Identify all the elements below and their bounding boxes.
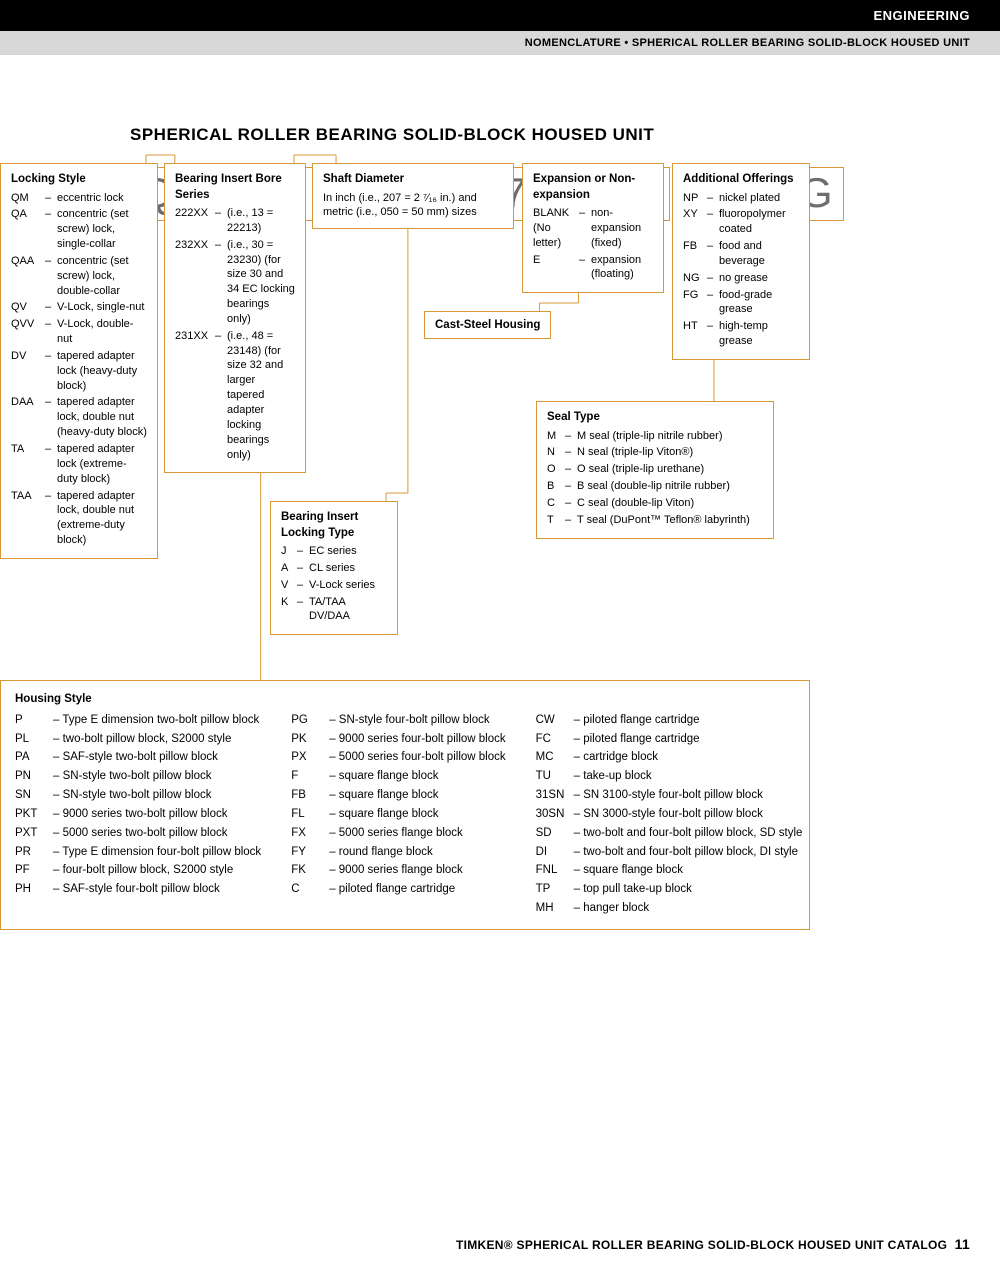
housing-row: FY– round flange block <box>291 844 505 862</box>
definition-row: 231XX–(i.e., 48 = 23148) (for size 32 an… <box>175 329 295 463</box>
housing-row: FX– 5000 series flange block <box>291 825 505 843</box>
page-title: SPHERICAL ROLLER BEARING SOLID-BLOCK HOU… <box>130 125 940 145</box>
housing-row: FK– 9000 series flange block <box>291 862 505 880</box>
definition-row: M–M seal (triple-lip nitrile rubber) <box>547 429 763 444</box>
expansion-title: Expansion or Non-expansion <box>533 172 653 203</box>
content-area: SPHERICAL ROLLER BEARING SOLID-BLOCK HOU… <box>0 55 1000 221</box>
housing-style-box: Housing Style P– Type E dimension two-bo… <box>0 680 810 930</box>
housing-row: FB– square flange block <box>291 787 505 805</box>
housing-row: PF– four-bolt pillow block, S2000 style <box>15 862 261 880</box>
locking-type-title: Bearing Insert Locking Type <box>281 510 387 541</box>
housing-row: PK– 9000 series four-bolt pillow block <box>291 731 505 749</box>
definition-row: QM–eccentric lock <box>11 191 147 206</box>
definition-row: TAA–tapered adapter lock, double nut (ex… <box>11 489 147 548</box>
locking-style-title: Locking Style <box>11 172 147 188</box>
definition-row: O–O seal (triple-lip urethane) <box>547 462 763 477</box>
bore-series-box: Bearing Insert Bore Series 222XX–(i.e., … <box>164 163 306 473</box>
definition-row: DV–tapered adapter lock (heavy-duty bloc… <box>11 349 147 394</box>
definition-row: T–T seal (DuPont™ Teflon® labyrinth) <box>547 513 763 528</box>
housing-row: C– piloted flange cartridge <box>291 881 505 899</box>
definition-row: QAA–concentric (set screw) lock, double-… <box>11 254 147 299</box>
definition-row: N–N seal (triple-lip Viton®) <box>547 445 763 460</box>
housing-row: PN– SN-style two-bolt pillow block <box>15 768 261 786</box>
definition-row: B–B seal (double-lip nitrile rubber) <box>547 479 763 494</box>
seal-title: Seal Type <box>547 410 763 426</box>
housing-row: 30SN– SN 3000-style four-bolt pillow blo… <box>536 806 803 824</box>
locking-style-box: Locking Style QM–eccentric lockQA–concen… <box>0 163 158 559</box>
housing-row: PKT– 9000 series two-bolt pillow block <box>15 806 261 824</box>
definition-row: 222XX–(i.e., 13 = 22213) <box>175 206 295 236</box>
housing-row: PA– SAF-style two-bolt pillow block <box>15 749 261 767</box>
definition-row: QA–concentric (set screw) lock, single-c… <box>11 207 147 252</box>
definition-row: DAA–tapered adapter lock, double nut (he… <box>11 395 147 440</box>
definition-row: QV–V-Lock, single-nut <box>11 300 147 315</box>
housing-row: PG– SN-style four-bolt pillow block <box>291 712 505 730</box>
housing-row: F– square flange block <box>291 768 505 786</box>
housing-row: TU– take-up block <box>536 768 803 786</box>
shaft-text: In inch (i.e., 207 = 2 ⁷⁄₁₆ in.) and met… <box>323 191 503 221</box>
housing-row: TP– top pull take-up block <box>536 881 803 899</box>
definition-row: FB–food and beverage <box>683 239 799 269</box>
housing-row: PR– Type E dimension four-bolt pillow bl… <box>15 844 261 862</box>
definition-row: V–V-Lock series <box>281 578 387 593</box>
housing-row: MH– hanger block <box>536 900 803 918</box>
housing-row: P– Type E dimension two-bolt pillow bloc… <box>15 712 261 730</box>
definition-row: C–C seal (double-lip Viton) <box>547 496 763 511</box>
expansion-box: Expansion or Non-expansion BLANK(Nolette… <box>522 163 664 293</box>
housing-row: FL– square flange block <box>291 806 505 824</box>
seal-type-box: Seal Type M–M seal (triple-lip nitrile r… <box>536 401 774 539</box>
definition-row: TA–tapered adapter lock (extreme-duty bl… <box>11 442 147 487</box>
locking-type-box: Bearing Insert Locking Type J–EC series A… <box>270 501 398 635</box>
housing-row: PH– SAF-style four-bolt pillow block <box>15 881 261 899</box>
header-black-bar: ENGINEERING <box>0 0 1000 31</box>
housing-row: SN– SN-style two-bolt pillow block <box>15 787 261 805</box>
additional-title: Additional Offerings <box>683 172 799 188</box>
definition-row: K–TA/TAA DV/DAA <box>281 595 387 625</box>
housing-row: CW– piloted flange cartridge <box>536 712 803 730</box>
definition-row: FG–food-grade grease <box>683 288 799 318</box>
page-footer: TIMKEN® SPHERICAL ROLLER BEARING SOLID-B… <box>0 1236 1000 1252</box>
housing-row: 31SN– SN 3100-style four-bolt pillow blo… <box>536 787 803 805</box>
header-gray-bar: NOMENCLATURE • SPHERICAL ROLLER BEARING … <box>0 31 1000 55</box>
bore-series-title: Bearing Insert Bore Series <box>175 172 295 203</box>
cast-steel-box: Cast-Steel Housing <box>424 311 551 339</box>
housing-title: Housing Style <box>15 691 795 709</box>
additional-offerings-box: Additional Offerings NP–nickel platedXY–… <box>672 163 810 360</box>
definition-row: HT–high-temp grease <box>683 319 799 349</box>
housing-row: PXT– 5000 series two-bolt pillow block <box>15 825 261 843</box>
housing-row: SD– two-bolt and four-bolt pillow block,… <box>536 825 803 843</box>
shaft-title: Shaft Diameter <box>323 172 503 188</box>
definition-row: NP–nickel plated <box>683 191 799 206</box>
housing-row: FNL– square flange block <box>536 862 803 880</box>
definition-row: XY–fluoropolymer coated <box>683 207 799 237</box>
definition-row: NG–no grease <box>683 271 799 286</box>
footer-text: TIMKEN® SPHERICAL ROLLER BEARING SOLID-B… <box>456 1238 947 1252</box>
definition-row: QVV–V-Lock, double-nut <box>11 317 147 347</box>
housing-row: MC– cartridge block <box>536 749 803 767</box>
housing-row: PL– two-bolt pillow block, S2000 style <box>15 731 261 749</box>
housing-row: PX– 5000 series four-bolt pillow block <box>291 749 505 767</box>
shaft-diameter-box: Shaft Diameter In inch (i.e., 207 = 2 ⁷⁄… <box>312 163 514 229</box>
housing-row: DI– two-bolt and four-bolt pillow block,… <box>536 844 803 862</box>
definition-row: J–EC series <box>281 544 387 559</box>
housing-row: FC– piloted flange cartridge <box>536 731 803 749</box>
definition-row: 232XX–(i.e., 30 = 23230) (for size 30 an… <box>175 238 295 327</box>
page-number: 11 <box>955 1236 970 1252</box>
definition-row: A–CL series <box>281 561 387 576</box>
